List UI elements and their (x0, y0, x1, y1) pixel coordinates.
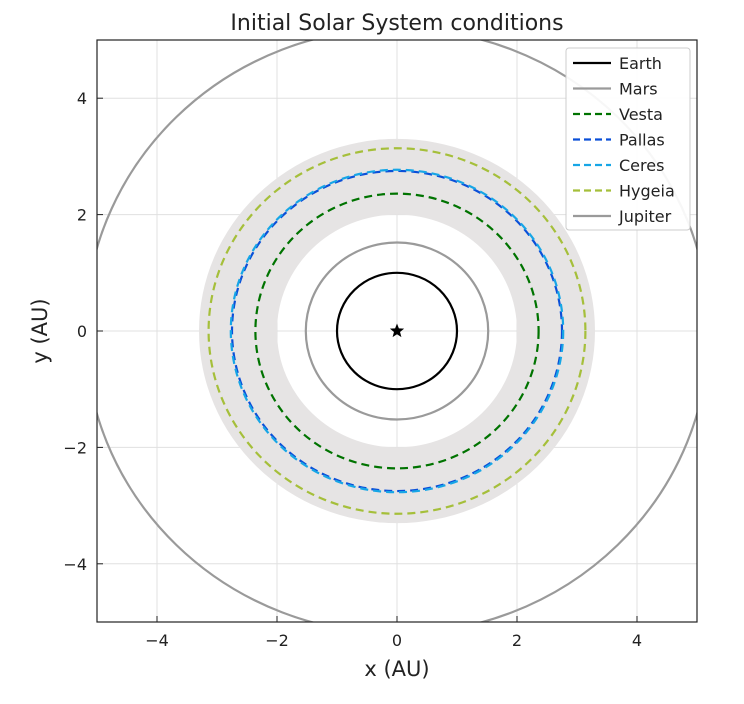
axis-ticks: −4 −2 0 2 4 −4 −2 0 2 4 (63, 89, 642, 650)
legend-label-earth: Earth (619, 54, 662, 73)
orbit-mars (304, 241, 490, 421)
x-tick-label-neg2: −2 (265, 631, 289, 650)
legend-box (565, 47, 691, 231)
orbit-layer (97, 40, 697, 622)
orbit-earth (335, 271, 459, 391)
orbit-pallas (230, 169, 564, 493)
legend-label-hygeia: Hygeia (619, 182, 675, 201)
x-axis-label: x (AU) (364, 657, 429, 681)
orbit-hygeia (207, 147, 587, 515)
chart-title: Initial Solar System conditions (230, 11, 563, 36)
y-tick-label-neg4: −4 (63, 555, 87, 574)
asteroid-belt-band (198, 138, 595, 524)
legend-label-mars: Mars (619, 80, 658, 99)
orbit-ceres (229, 168, 565, 494)
y-tick-label-neg2: −2 (63, 438, 87, 457)
orbit-vesta (254, 192, 540, 470)
sun-star-marker (389, 323, 405, 338)
legend-label-pallas: Pallas (619, 131, 665, 150)
y-axis-label: y (AU) (28, 298, 52, 363)
x-tick-label-0: 0 (392, 631, 402, 650)
legend-label-jupiter: Jupiter (618, 207, 672, 226)
y-tick-label-0: 0 (77, 322, 87, 341)
x-tick-label-2: 2 (512, 631, 522, 650)
legend: Earth Mars Vesta Pallas Ceres Hygeia Jupiter (565, 47, 691, 231)
y-tick-label-2: 2 (77, 206, 87, 225)
legend-label-vesta: Vesta (619, 105, 663, 124)
legend-label-ceres: Ceres (619, 156, 664, 175)
x-tick-label-neg4: −4 (145, 631, 169, 650)
background-band-layer (198, 138, 595, 524)
y-tick-label-4: 4 (77, 89, 87, 108)
x-tick-label-4: 4 (632, 631, 642, 650)
center-marker-layer (389, 323, 405, 338)
